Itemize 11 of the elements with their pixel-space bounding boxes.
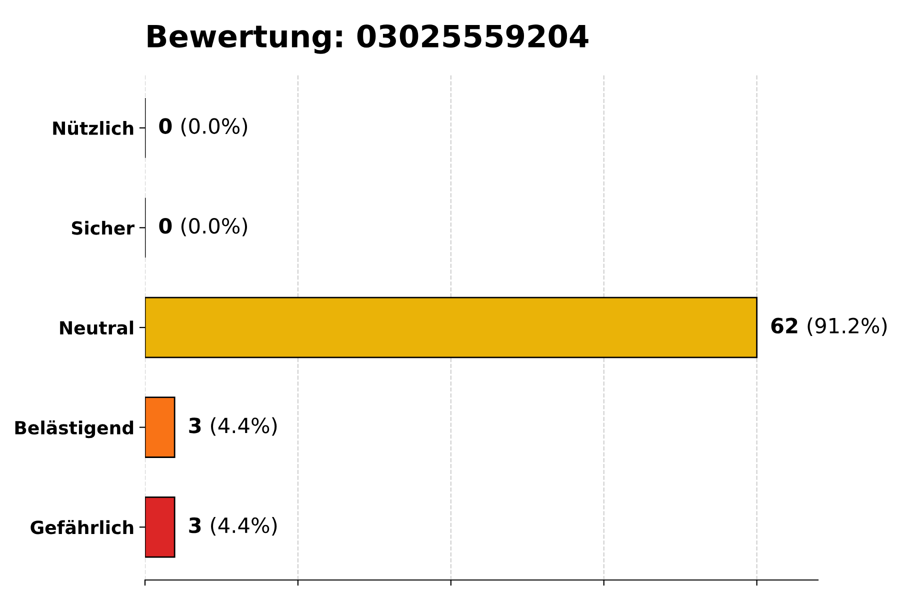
y-tick-label: Belästigend xyxy=(15,420,134,438)
data-label: 3 (4.4%) xyxy=(189,417,277,436)
y-tick-label: Gefährlich xyxy=(30,520,134,534)
data-label: 62 (91.2%) xyxy=(771,317,887,336)
data-label: 3 (4.4%) xyxy=(189,517,277,536)
data-label: 0 (0.0%) xyxy=(159,118,248,136)
chart-title: Bewertung: 03025559204 xyxy=(148,24,588,54)
data-label: 0 (0.0%) xyxy=(159,218,248,236)
y-tick-label: Nützlich xyxy=(53,120,134,136)
y-tick-label: Sicher xyxy=(72,220,135,235)
y-tick-label: Neutral xyxy=(60,320,134,335)
